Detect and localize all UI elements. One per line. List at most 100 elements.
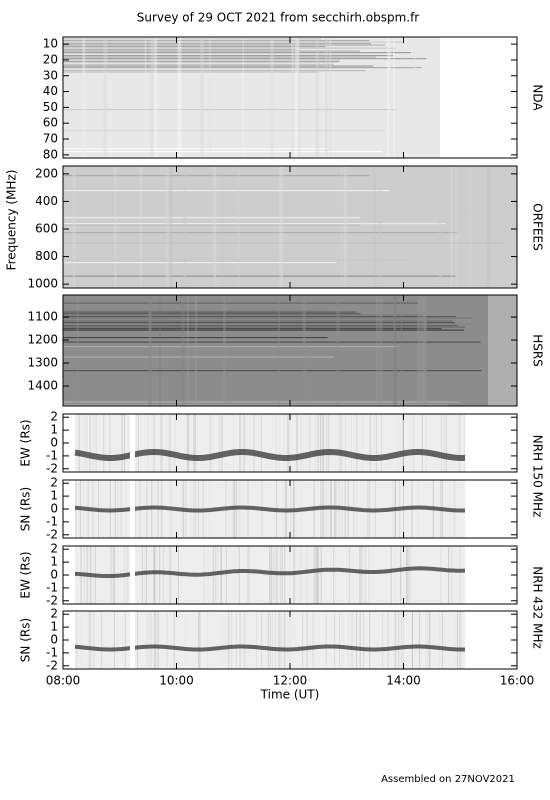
spectrogram-column [63,166,65,288]
image-column [144,546,146,604]
image-column [92,414,94,472]
spectrogram-column [149,295,152,406]
y-tick-label: 60 [43,116,58,130]
image-column [312,546,314,604]
spectrogram-column [393,295,397,406]
image-column [280,611,282,669]
image-column [160,414,162,472]
image-column [356,414,358,472]
spectrogram-stripe [63,326,466,328]
spectrogram-column [325,37,328,158]
x-axis-label: Time (UT) [260,688,320,702]
image-column [459,414,461,472]
y-tick-label: 1000 [27,277,58,291]
spectrogram-stripe [63,50,360,52]
image-column [147,414,149,472]
image-column [86,414,88,472]
image-column [228,611,230,669]
spectrogram-stripe [63,262,337,264]
image-column [368,546,370,604]
spectrogram-column [181,295,185,406]
x-tick-label: 14:00 [386,674,421,688]
image-column [275,611,277,669]
spectrogram-stripe [63,151,383,153]
image-column [153,546,155,604]
image-column [419,611,421,669]
image-column [408,546,410,604]
image-column [351,414,353,472]
image-column [279,414,281,472]
image-column [409,546,411,604]
spectrogram-stripe [63,55,394,57]
image-column [464,414,466,472]
spectrogram-stripe [63,59,340,61]
image-column [306,611,308,669]
spectrogram-column [270,37,274,158]
image-column [306,611,308,669]
y-tick-label: 1200 [27,333,58,347]
image-column [169,414,171,472]
panel-label: HSRS [531,334,545,367]
image-column [155,611,157,669]
image-column [300,414,302,472]
spectrogram-stripe [63,49,298,51]
image-column [235,611,237,669]
image-column [284,611,286,669]
panel-label: NDA [531,84,545,111]
image-column [146,611,148,669]
image-column [400,546,402,604]
image-column [283,611,285,669]
image-column [184,611,186,669]
image-column [322,414,324,472]
image-column [80,611,82,669]
image-column [350,611,352,669]
image-bg [75,414,465,472]
image-column [288,414,290,472]
footer: Assembled on 27NOV2021 [381,774,515,785]
spectrogram-stripe [63,130,385,132]
image-column [341,611,343,669]
image-column [425,414,427,472]
image-column [399,414,401,472]
image-column [273,546,275,604]
y-tick-label: -2 [46,658,58,672]
image-column [401,611,403,669]
image-column [269,546,271,604]
y-tick-label: 2 [50,542,58,556]
spectrogram-stripe [63,37,429,39]
image-column [395,546,397,604]
image-column [91,611,93,669]
image-column [248,611,250,669]
image-column [365,546,367,604]
image-column [360,546,362,604]
y-tick-label: -2 [46,527,58,541]
image-column [427,611,429,669]
image-column [413,414,415,472]
spectrogram-column [336,295,340,406]
image-column [287,414,289,472]
image-column [329,414,331,472]
image-column [114,611,116,669]
spectrogram-column [195,295,198,406]
data-gap [130,480,135,538]
spectrogram-column [238,166,240,288]
image-column [317,414,319,472]
y-axis-label: EW (Rs) [19,551,33,598]
image-column [185,611,187,669]
spectrogram-stripe [63,71,319,73]
image-column [239,414,241,472]
image-column [274,611,276,669]
image-column [448,546,450,604]
y-tick-label: 400 [35,194,58,208]
y-tick-label: 0 [50,633,58,647]
spectrogram-column [378,166,382,288]
spectrogram-stripe [63,313,361,315]
image-column [335,546,337,604]
y-tick-label: 1100 [27,310,58,324]
y-tick-label: 1400 [27,379,58,393]
spectrogram-stripe [63,43,372,45]
image-column [342,611,344,669]
image-column [322,414,324,472]
image-column [150,611,152,669]
image-column [315,546,317,604]
